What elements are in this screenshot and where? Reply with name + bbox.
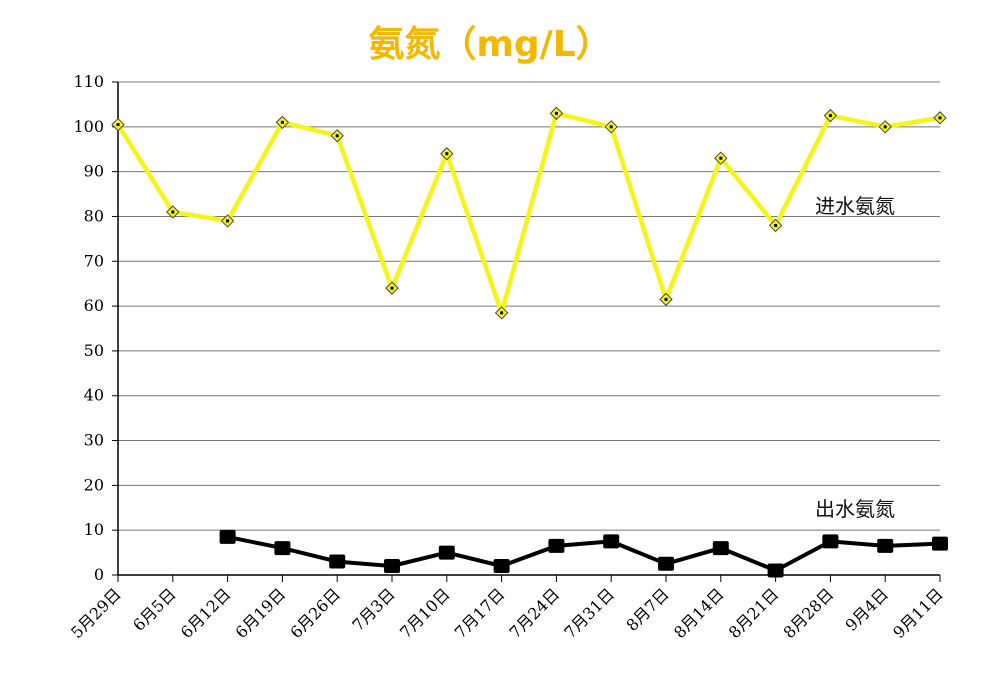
x-tick-label: 6月26日: [286, 584, 344, 642]
x-tick-label: 7月31日: [560, 584, 618, 642]
x-tick-label: 7月17日: [451, 584, 509, 642]
y-tick-label: 60: [84, 296, 104, 315]
y-tick-label: 20: [84, 475, 104, 494]
y-tick-label: 0: [94, 565, 104, 584]
series-group: [111, 106, 948, 578]
data-point: [438, 545, 455, 560]
chart-title: 氨氮（mg/L）: [368, 24, 611, 65]
x-tick-label: 5月29日: [67, 584, 125, 642]
y-axis: 0 10 20 30 40 50 60 70 80 90 100 110: [73, 72, 119, 584]
series-label-influent: 进水氨氮: [815, 194, 895, 218]
x-tick-label: 8月14日: [670, 584, 728, 642]
data-point: [712, 541, 729, 556]
data-point: [329, 554, 346, 569]
data-point: [932, 536, 948, 551]
x-tick-label: 7月24日: [506, 584, 564, 642]
series-label-effluent: 出水氨氮: [815, 497, 895, 521]
data-point-center: [171, 210, 175, 214]
data-point-center: [938, 116, 942, 120]
y-tick-label: 50: [84, 341, 104, 360]
data-point: [493, 559, 510, 574]
data-point: [767, 563, 784, 578]
data-point: [822, 534, 839, 549]
data-point-center: [609, 125, 613, 129]
data-point-center: [883, 125, 887, 129]
data-point-center: [664, 297, 668, 301]
data-point-center: [335, 134, 339, 138]
data-point: [658, 556, 674, 571]
data-point-center: [554, 111, 558, 115]
y-tick-label: 40: [84, 386, 104, 405]
y-tick-label: 90: [84, 162, 104, 181]
x-tick-label: 9月11日: [889, 584, 947, 642]
x-tick-label: 7月3日: [348, 584, 398, 634]
data-point: [219, 529, 236, 544]
x-tick-label: 6月12日: [177, 584, 235, 642]
x-tick-label: 8月28日: [780, 584, 838, 642]
y-tick-label: 80: [84, 206, 104, 225]
series-line-0: [116, 111, 941, 316]
data-point-center: [774, 223, 778, 227]
x-tick-label: 8月7日: [622, 584, 672, 634]
x-tick-label: 9月4日: [842, 584, 892, 634]
series-line-1: [227, 534, 941, 573]
data-point: [274, 541, 291, 556]
data-point: [603, 534, 620, 549]
data-point: [384, 559, 400, 574]
x-tick-label: 8月21日: [725, 584, 783, 642]
data-point-center: [500, 311, 504, 315]
y-tick-label: 10: [84, 520, 104, 539]
y-tick-label: 100: [73, 117, 104, 136]
y-tick-label: 70: [84, 251, 104, 270]
y-tick-label: 30: [84, 431, 104, 450]
x-tick-label: 6月5日: [129, 584, 179, 634]
data-point-center: [828, 114, 832, 118]
x-tick-label: 7月10日: [396, 584, 454, 642]
data-point-center: [226, 219, 230, 223]
data-point-center: [390, 286, 394, 290]
data-point-center: [719, 156, 723, 160]
data-point: [548, 538, 565, 553]
data-point-center: [445, 152, 449, 156]
data-point: [877, 538, 894, 553]
data-point-center: [116, 123, 120, 127]
x-tick-label: 6月19日: [232, 584, 290, 642]
data-point-center: [280, 120, 284, 124]
y-tick-label: 110: [73, 72, 104, 91]
